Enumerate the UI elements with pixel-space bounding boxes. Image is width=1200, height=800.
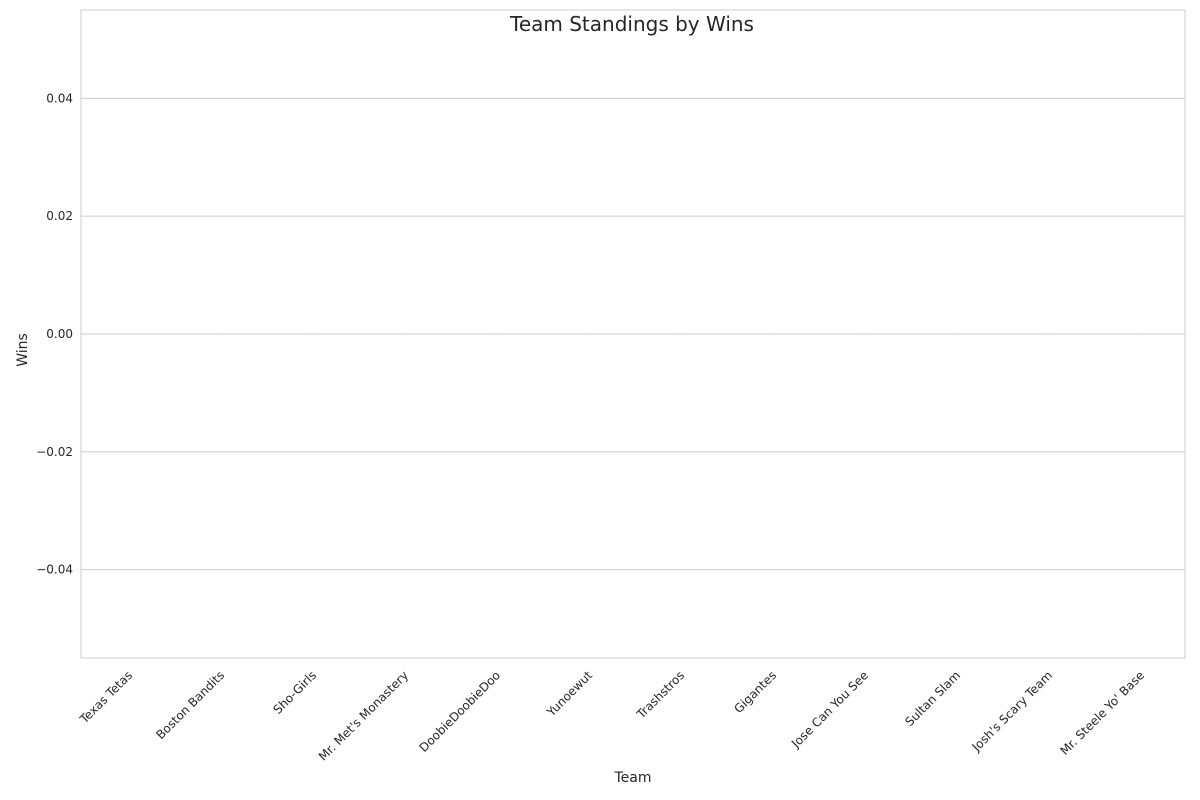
x-tick-label: DoobieDoobieDoo <box>417 668 504 755</box>
x-tick-label: Jose Can You See <box>788 668 871 751</box>
x-tick-label: Josh's Scary Team <box>969 668 1055 754</box>
x-tick-label: Trashstros <box>633 668 687 722</box>
grid-lines <box>81 97 1185 571</box>
plot-frame <box>80 9 1186 659</box>
chart-title: Team Standings by Wins <box>509 12 754 36</box>
y-axis-label: Wins <box>15 333 31 367</box>
y-tick-label: 0.04 <box>46 91 73 105</box>
y-tick-label: −0.04 <box>36 563 73 577</box>
y-tick-label: −0.02 <box>36 445 73 459</box>
x-tick-label: Sultan Slam <box>902 668 963 729</box>
x-tick-label: Mr. Steele Yo' Base <box>1057 668 1147 758</box>
y-tick-label: 0.02 <box>46 209 73 223</box>
y-tick-label: 0.00 <box>46 327 73 341</box>
x-tick-label: Mr. Met's Monastery <box>316 668 411 763</box>
x-tick-label: Gigantes <box>731 668 779 716</box>
x-tick-label: Yunoewut <box>543 668 595 720</box>
x-tick-label: Boston Bandits <box>153 668 227 742</box>
x-axis-label: Team <box>613 770 651 786</box>
x-tick-label: Texas Tetas <box>76 668 135 727</box>
y-tick-labels: 0.04 0.02 0.00 −0.02 −0.04 <box>36 91 73 576</box>
x-tick-label: Sho-Girls <box>271 668 320 717</box>
